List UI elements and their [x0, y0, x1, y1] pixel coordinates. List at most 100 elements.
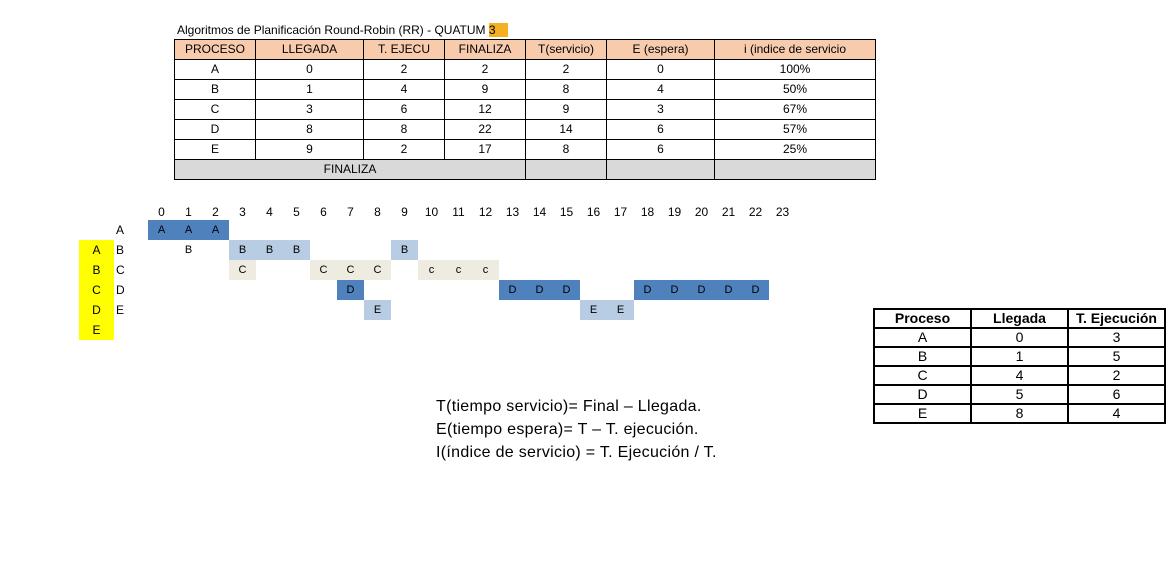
table-cell: 6 — [606, 119, 715, 140]
gantt-cell: D — [715, 280, 742, 300]
time-tick-label: 1 — [185, 205, 192, 219]
gantt-row-label: C — [116, 263, 125, 277]
ready-queue-item: E — [79, 320, 114, 340]
gantt-cell: C — [229, 260, 256, 280]
table-cell: 67% — [714, 99, 876, 120]
gantt-cell: B — [391, 240, 418, 260]
results-header-row: PROCESO LLEGADA T. EJECU FINALIZA T(serv… — [174, 39, 876, 60]
table-cell: 57% — [714, 119, 876, 140]
gantt-cell: A — [202, 220, 229, 240]
gantt-cell: C — [364, 260, 391, 280]
ready-queue-item: D — [79, 300, 114, 320]
gantt-row-label: A — [116, 223, 125, 237]
gantt-cell: B — [256, 240, 283, 260]
title-text: Algoritmos de Planificación Round-Robin … — [177, 23, 486, 37]
table-cell: 6 — [606, 139, 715, 160]
side-header-ejecucion: T. Ejecución — [1067, 308, 1166, 329]
gantt-cell: E — [607, 300, 634, 320]
side-table-cell: B — [873, 346, 972, 367]
side-table-cell: 2 — [1067, 365, 1166, 386]
time-tick-label: 20 — [694, 205, 709, 219]
header-t-servicio: T(servicio) — [525, 39, 607, 60]
table-cell: E — [174, 139, 256, 160]
table-cell: 9 — [444, 79, 526, 100]
table-cell: 0 — [255, 59, 364, 80]
formula-servicio: T(tiempo servicio)= Final – Llegada. — [436, 398, 702, 415]
gantt-cell: c — [418, 260, 445, 280]
gantt-cell: B — [229, 240, 256, 260]
table-row: A 0 2 2 2 0 100% — [174, 59, 876, 80]
table-cell: 8 — [363, 119, 445, 140]
side-table-cell: C — [873, 365, 972, 386]
time-tick-label: 2 — [212, 205, 219, 219]
time-tick-label: 19 — [667, 205, 682, 219]
table-cell: 9 — [255, 139, 364, 160]
time-tick-label: 0 — [158, 205, 165, 219]
side-table-cell: D — [873, 384, 972, 405]
time-tick-label: 18 — [640, 205, 655, 219]
side-header-row: Proceso Llegada T. Ejecución — [873, 308, 1166, 329]
header-indice-servicio: i (indice de servicio — [714, 39, 876, 60]
ready-queue-item: A — [79, 240, 114, 260]
table-cell: 14 — [525, 119, 607, 140]
gantt-cell: D — [553, 280, 580, 300]
time-tick-label: 17 — [613, 205, 628, 219]
ready-queue-item: B — [79, 260, 114, 280]
formula-indice: I(índice de servicio) = T. Ejecución / T… — [436, 444, 717, 461]
gantt-cell: D — [742, 280, 769, 300]
table-cell: 1 — [255, 79, 364, 100]
gantt-cell: D — [661, 280, 688, 300]
table-cell: 8 — [525, 79, 607, 100]
time-tick-label: 21 — [721, 205, 736, 219]
side-table-cell: 5 — [1067, 346, 1166, 367]
gantt-row-label: E — [116, 303, 125, 317]
side-table-cell: 0 — [970, 327, 1069, 348]
gantt-cell: c — [445, 260, 472, 280]
table-cell: D — [174, 119, 256, 140]
side-table-cell: 1 — [970, 346, 1069, 367]
gantt-cell: B — [184, 244, 193, 256]
results-footer-row: FINALIZA — [174, 159, 876, 180]
table-cell: 0 — [606, 59, 715, 80]
table-cell: 6 — [363, 99, 445, 120]
footer-cell — [714, 159, 876, 180]
table-row: B 1 4 9 8 4 50% — [174, 79, 876, 100]
table-row: E 9 2 17 8 6 25% — [174, 139, 876, 160]
table-cell: 2 — [363, 139, 445, 160]
time-tick-label: 23 — [775, 205, 790, 219]
table-cell: A — [174, 59, 256, 80]
gantt-cell: D — [499, 280, 526, 300]
table-cell: 50% — [714, 79, 876, 100]
header-proceso: PROCESO — [174, 39, 256, 60]
table-cell: 25% — [714, 139, 876, 160]
time-tick-label: 10 — [424, 205, 439, 219]
table-cell: 2 — [363, 59, 445, 80]
formulas-block: T(tiempo servicio)= Final – Llegada. E(t… — [436, 395, 717, 464]
table-cell: 2 — [525, 59, 607, 80]
footer-cell — [525, 159, 607, 180]
side-table-cell: E — [873, 403, 972, 424]
quantum-value: 3 — [488, 23, 508, 37]
time-tick-label: 5 — [293, 205, 300, 219]
gantt-cell: B — [283, 240, 310, 260]
time-tick-label: 11 — [452, 205, 465, 219]
ready-queue-item: C — [79, 280, 114, 300]
gantt-cell: E — [580, 300, 607, 320]
header-llegada: LLEGADA — [255, 39, 364, 60]
time-tick-label: 15 — [559, 205, 574, 219]
time-tick-label: 13 — [505, 205, 520, 219]
table-row: C 3 6 12 9 3 67% — [174, 99, 876, 120]
side-table-cell: 6 — [1067, 384, 1166, 405]
header-t-ejecu: T. EJECU — [363, 39, 445, 60]
side-header-llegada: Llegada — [970, 308, 1069, 329]
results-table: PROCESO LLEGADA T. EJECU FINALIZA T(serv… — [174, 39, 876, 180]
gantt-cell: A — [148, 220, 175, 240]
table-cell: 12 — [444, 99, 526, 120]
side-table-cell: 8 — [970, 403, 1069, 424]
time-tick-label: 9 — [401, 205, 408, 219]
side-table-cell: A — [873, 327, 972, 348]
table-cell: 8 — [525, 139, 607, 160]
gantt-cell: D — [526, 280, 553, 300]
